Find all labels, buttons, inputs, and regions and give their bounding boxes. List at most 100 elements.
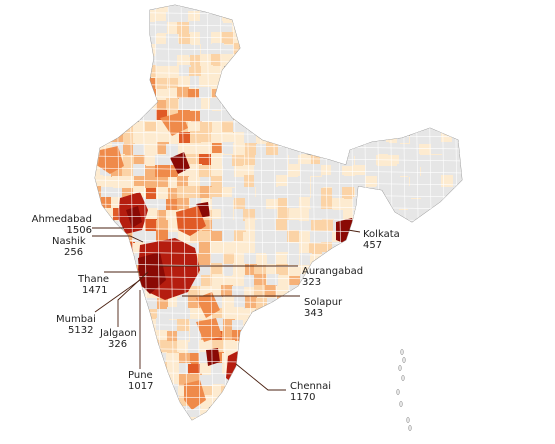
district-patch bbox=[366, 77, 378, 89]
district-patch bbox=[432, 386, 444, 398]
district-patch bbox=[243, 66, 255, 78]
district-patch bbox=[256, 352, 268, 364]
district-patch bbox=[211, 253, 223, 265]
district-patch bbox=[266, 407, 278, 419]
district-patch bbox=[375, 197, 387, 209]
district-patch bbox=[310, 198, 322, 210]
district-patch bbox=[454, 66, 462, 78]
district-patch bbox=[102, 375, 114, 387]
district-patch bbox=[452, 164, 462, 176]
district-patch bbox=[288, 43, 300, 55]
district-patch bbox=[442, 33, 454, 45]
district-patch bbox=[188, 342, 200, 354]
district-patch bbox=[464, 340, 476, 352]
district-patch bbox=[320, 55, 332, 67]
district-patch bbox=[408, 209, 420, 221]
district-patch bbox=[322, 175, 334, 187]
district-patch bbox=[123, 296, 135, 308]
district-patch bbox=[124, 22, 136, 34]
district-patch bbox=[342, 54, 354, 66]
district-patch bbox=[124, 353, 136, 365]
district-patch bbox=[398, 386, 410, 398]
district-patch bbox=[344, 5, 356, 11]
district-patch bbox=[266, 242, 278, 254]
district-border bbox=[102, 5, 110, 420]
district-patch bbox=[375, 417, 387, 420]
district-patch bbox=[430, 65, 442, 77]
district-patch bbox=[134, 66, 146, 78]
district-patch bbox=[464, 43, 476, 55]
district-patch bbox=[113, 120, 125, 132]
district-patch bbox=[298, 176, 310, 188]
district-patch bbox=[266, 109, 278, 121]
district-patch bbox=[388, 32, 400, 44]
district-patch bbox=[100, 76, 112, 88]
district-patch bbox=[144, 407, 156, 419]
district-patch bbox=[288, 11, 300, 23]
district-patch bbox=[177, 10, 189, 22]
district-patch bbox=[254, 407, 266, 419]
district-patch bbox=[287, 197, 299, 209]
district-patch bbox=[463, 155, 475, 167]
district-patch bbox=[276, 428, 288, 440]
district-patch bbox=[156, 5, 168, 11]
district-patch bbox=[95, 385, 101, 397]
district-patch bbox=[386, 374, 398, 386]
district-patch bbox=[234, 385, 246, 397]
district-patch bbox=[419, 144, 431, 156]
district-patch bbox=[366, 5, 378, 13]
district-patch bbox=[100, 65, 112, 77]
district-patch bbox=[321, 407, 333, 419]
district-patch bbox=[386, 5, 398, 12]
district-patch bbox=[133, 22, 145, 34]
district-border bbox=[427, 5, 435, 420]
district-patch bbox=[365, 296, 377, 308]
district-patch bbox=[364, 12, 376, 24]
district-patch bbox=[309, 243, 321, 255]
district-patch bbox=[311, 342, 323, 354]
district-patch bbox=[166, 98, 178, 110]
district-patch bbox=[452, 242, 462, 254]
district-patch bbox=[111, 285, 123, 297]
district-patch bbox=[111, 111, 123, 123]
district-patch bbox=[322, 429, 334, 441]
district-patch bbox=[365, 143, 377, 155]
district-patch bbox=[342, 76, 354, 88]
district-patch bbox=[366, 43, 378, 55]
district-patch bbox=[342, 166, 354, 178]
district-patch bbox=[375, 110, 387, 122]
district-patch bbox=[343, 176, 355, 188]
district-patch bbox=[233, 406, 245, 418]
district-patch bbox=[265, 285, 277, 297]
district-patch bbox=[364, 100, 376, 112]
district-patch bbox=[441, 10, 453, 22]
district-patch bbox=[277, 23, 289, 35]
district-patch bbox=[387, 197, 399, 209]
district-border bbox=[95, 395, 462, 402]
district-patch bbox=[408, 265, 420, 277]
district-patch bbox=[355, 175, 367, 187]
district-patch bbox=[265, 351, 277, 363]
district-patch bbox=[267, 188, 279, 200]
district-patch bbox=[309, 131, 321, 143]
district-patch bbox=[420, 287, 432, 299]
district-patch bbox=[233, 54, 245, 66]
district-patch bbox=[431, 265, 443, 277]
district-patch bbox=[166, 210, 178, 222]
district-patch bbox=[200, 186, 212, 198]
district-patch bbox=[432, 77, 444, 89]
district-patch bbox=[453, 109, 462, 121]
district-patch bbox=[124, 408, 136, 420]
district-patch bbox=[397, 55, 409, 67]
district-patch bbox=[432, 285, 444, 297]
district-patch bbox=[277, 386, 289, 398]
district-patch bbox=[111, 263, 123, 275]
district-patch bbox=[398, 285, 410, 297]
district-patch bbox=[332, 78, 344, 90]
district-patch bbox=[409, 21, 421, 33]
district-patch bbox=[366, 32, 378, 44]
district-patch bbox=[410, 352, 422, 364]
district-patch bbox=[234, 253, 246, 265]
district-patch bbox=[102, 351, 114, 363]
district-patch bbox=[430, 165, 442, 177]
